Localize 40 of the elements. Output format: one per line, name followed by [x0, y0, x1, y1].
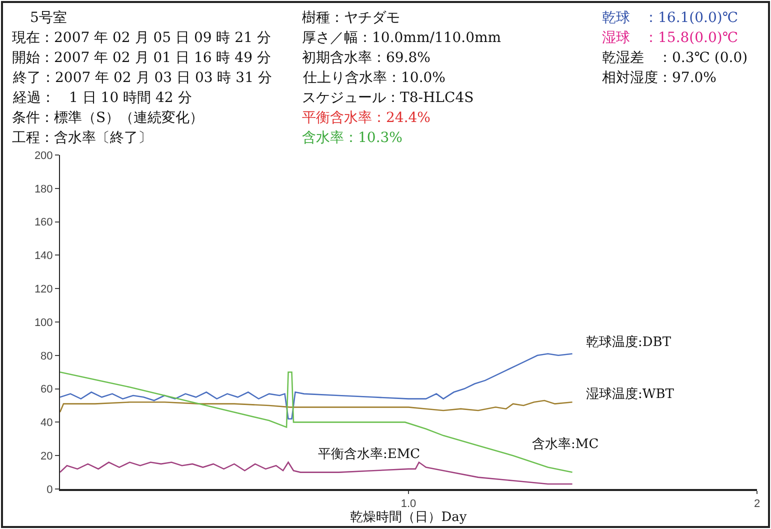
- text: 終了：2007 年 02 月 03 日 03 時 31 分: [12, 70, 272, 86]
- y-tick-label: 0: [46, 484, 53, 496]
- series-label: 平衡含水率:EMC: [318, 446, 420, 462]
- series-label: 湿球温度:WBT: [586, 386, 674, 402]
- text: 経過： 1 日 10 時間 42 分: [12, 90, 192, 106]
- series-label: 乾球温度:DBT: [586, 334, 672, 350]
- line-series: [60, 400, 573, 413]
- x-tick-label: 1.0: [400, 498, 416, 510]
- y-tick-label: 180: [34, 183, 53, 196]
- series-label: 含水率:MC: [532, 436, 599, 452]
- text: 5号室: [30, 10, 67, 26]
- line-series: [60, 371, 573, 473]
- text: 開始：2007 年 02 月 01 日 16 時 49 分: [12, 50, 271, 66]
- y-tick-label: 60: [40, 384, 53, 396]
- text: 厚さ／幅：10.0mm/110.0mm: [302, 30, 502, 46]
- y-tick-label: 200: [34, 150, 53, 162]
- text: 現在：2007 年 02 月 05 日 09 時 21 分: [12, 30, 271, 46]
- y-tick-label: 140: [34, 250, 53, 262]
- text: 仕上り含水率：10.0%: [302, 70, 446, 86]
- y-tick-label: 100: [34, 316, 53, 329]
- text: スケジュール：T8-HLC4S: [302, 90, 474, 106]
- line-series: [60, 353, 573, 420]
- text: 条件：標準（S）（連続変化）: [12, 110, 204, 126]
- line-series: [60, 462, 573, 485]
- text: 平衡含水率：24.4%: [302, 110, 430, 126]
- text: 工程：含水率〔終了〕: [12, 130, 152, 146]
- y-tick-label: 20: [40, 450, 53, 462]
- x-tick-label: 2: [754, 498, 760, 510]
- text: 乾球 ：16.1(0.0)℃: [602, 10, 738, 26]
- text: 湿球 ：15.8(0.0)℃: [602, 30, 738, 46]
- y-tick-label: 80: [40, 350, 53, 362]
- text: 初期含水率：69.8%: [302, 50, 430, 66]
- y-tick-label: 160: [34, 216, 53, 229]
- text: 乾湿差 ：0.3℃ (0.0): [602, 50, 748, 66]
- text: 樹種：ヤチダモ: [302, 10, 400, 26]
- y-tick-label: 120: [34, 283, 53, 296]
- text: 相対湿度：97.0%: [602, 70, 716, 86]
- y-tick-label: 40: [40, 417, 53, 430]
- x-axis-title: 乾燥時間（日）Day: [350, 510, 468, 526]
- text: 含水率：10.3%: [302, 130, 402, 146]
